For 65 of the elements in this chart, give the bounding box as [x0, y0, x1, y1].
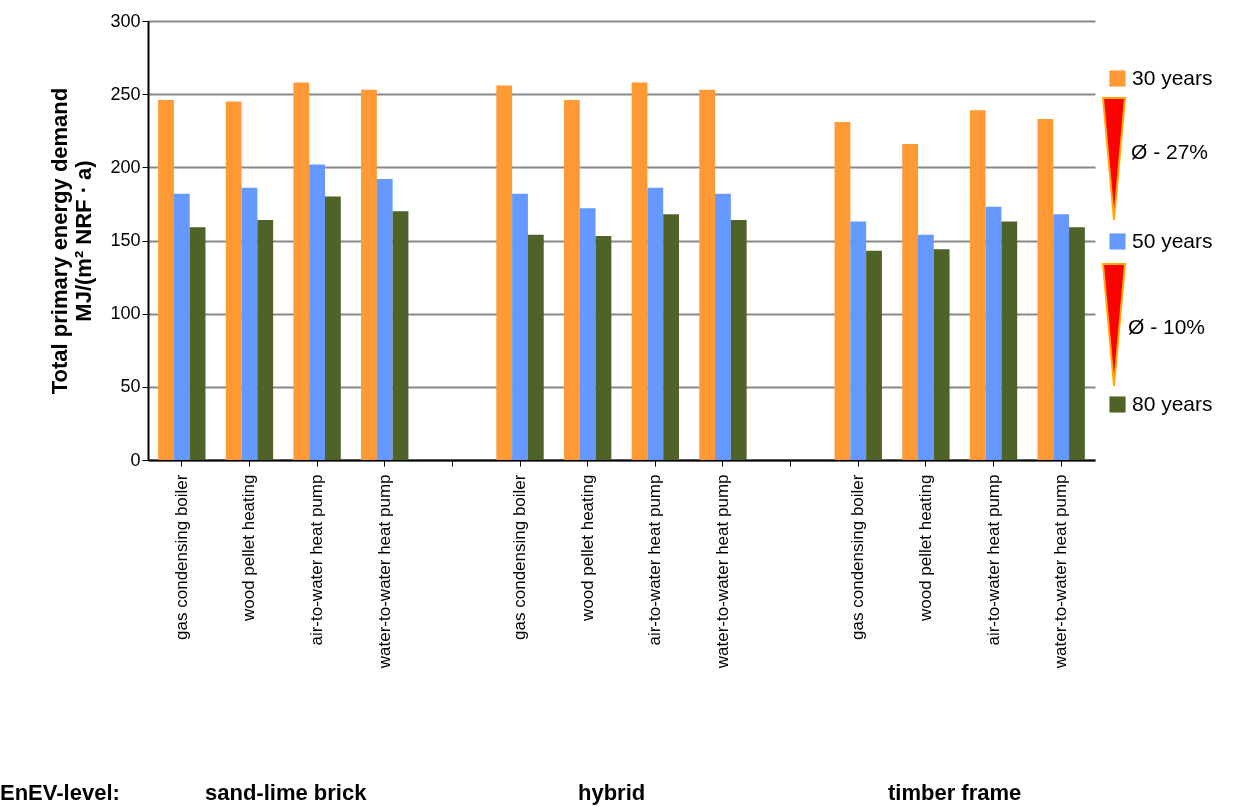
bar: [699, 89, 716, 460]
bar: [933, 249, 950, 460]
bar: [834, 121, 851, 460]
bar: [361, 89, 377, 460]
text: Ø - 10%: [1128, 315, 1206, 339]
y-tick-label: 200: [110, 156, 141, 177]
bar: [496, 85, 513, 460]
y-tick-label: 150: [110, 230, 141, 250]
bar: [715, 193, 731, 460]
bar: [730, 220, 747, 460]
bar: [918, 234, 934, 460]
text: sand-lime brick: [205, 780, 367, 806]
legend-label: 80 years: [1132, 391, 1213, 415]
x-tick-label: wood pellet heating: [577, 474, 597, 623]
x-tick-label: gas condensing boiler: [848, 474, 868, 640]
bar: [325, 196, 341, 460]
x-tick-label: air-to-water heat pump: [983, 474, 1003, 646]
x-tick-label: water-to-water heat pump: [712, 474, 732, 670]
bar: [631, 82, 648, 460]
bar: [969, 110, 986, 460]
x-tick-label: gas condensing boiler: [510, 474, 530, 640]
bar: [663, 214, 679, 460]
text: Ø - 27%: [1131, 140, 1209, 164]
bar: [512, 193, 528, 460]
bar: [1069, 227, 1085, 460]
y-tick-label: 0: [130, 449, 141, 470]
text: hybrid: [578, 780, 646, 806]
y-tick-label: 250: [110, 83, 141, 104]
bar: [985, 206, 1002, 460]
x-tick-label: air-to-water heat pump: [645, 474, 665, 646]
bar: [866, 250, 882, 460]
x-tick-label: water-to-water heat pump: [374, 474, 394, 670]
bar: [579, 208, 596, 460]
bar: [1053, 214, 1070, 460]
bar: [293, 82, 310, 460]
x-tick-label: water-to-water heat pump: [1051, 474, 1071, 670]
bar: [902, 143, 918, 460]
x-tick-label: wood pellet heating: [239, 474, 259, 623]
bar: [225, 101, 242, 460]
bar: [257, 220, 274, 460]
y-tick-label: 300: [110, 10, 141, 31]
bar: [241, 187, 258, 460]
x-tick-label: air-to-water heat pump: [307, 474, 327, 646]
bar: [392, 211, 409, 460]
legend-label: 30 years: [1132, 65, 1213, 89]
bar: [527, 234, 544, 460]
y-tick-label: 50: [120, 376, 141, 397]
bar: [158, 100, 174, 460]
bar: [189, 227, 206, 460]
x-tick-label: wood pellet heating: [915, 474, 935, 623]
x-tick-label: gas condensing boiler: [171, 474, 191, 640]
text: timber frame: [888, 780, 1022, 806]
bar: [1001, 221, 1018, 460]
bar: [376, 179, 393, 460]
legend-label: 50 years: [1132, 228, 1213, 252]
bar: [564, 100, 580, 460]
bar: [173, 193, 190, 460]
y-tick-label: 100: [110, 303, 141, 324]
y-axis-title: Total primary energy demand MJ/(m² NRF · a): [47, 87, 97, 395]
bar: [1037, 119, 1054, 460]
bar: [309, 164, 325, 460]
text: EnEV-level:: [0, 780, 120, 806]
bar: [595, 236, 612, 460]
bar: [850, 221, 867, 460]
bar: [647, 187, 664, 460]
